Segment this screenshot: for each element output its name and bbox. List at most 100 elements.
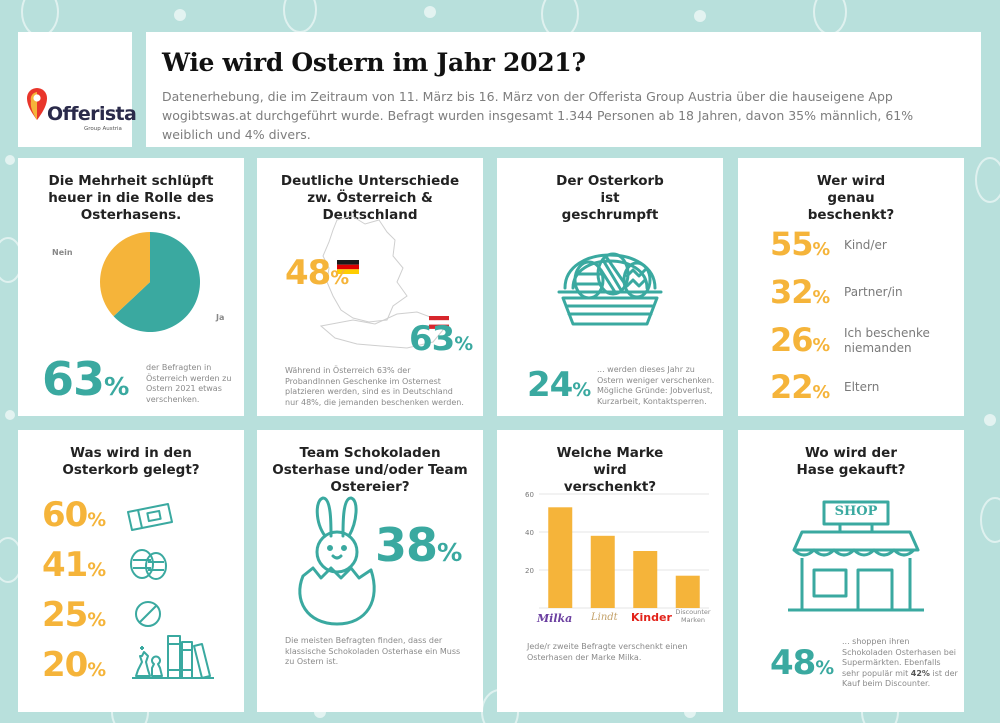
panel-where-bought: Wo wird der Hase gekauft? SHOP 48% ... s… — [738, 430, 964, 712]
bar-0 — [548, 507, 573, 608]
recipient-label-1: Partner/in — [844, 285, 903, 299]
unit: % — [812, 288, 831, 308]
note-text-start: ... shoppen ihren Schokoladen Osterhasen… — [842, 637, 956, 678]
panel-at-vs-de: Deutliche Unterschiede zw. Österreich & … — [257, 158, 483, 416]
austria-flag-icon — [429, 316, 449, 329]
pie-slice-ja — [113, 232, 200, 332]
value: 32 — [770, 273, 814, 311]
bunny-in-egg-icon — [298, 496, 376, 626]
unit: % — [812, 240, 831, 260]
value: 25 — [42, 595, 88, 635]
unit: % — [812, 383, 831, 403]
content-value-3: 20% — [42, 648, 106, 682]
panel-note: ... shoppen ihren Schokoladen Osterhasen… — [842, 637, 958, 690]
unit: % — [812, 336, 831, 356]
page-title: Wie wird Ostern im Jahr 2021? — [162, 48, 586, 77]
unit: % — [330, 268, 350, 289]
logo-name: Offerista — [47, 103, 137, 125]
recipient-value-1: 32% — [770, 276, 830, 308]
recipient-label-2: Ich beschenke niemanden — [844, 326, 930, 355]
easter-eggs-icon — [130, 549, 167, 580]
y-tick-label: 40 — [525, 529, 534, 537]
pie-label-no: Nein — [52, 248, 73, 257]
shop-sign-text: SHOP — [834, 504, 878, 519]
recipient-label-3: Eltern — [844, 380, 880, 394]
brand-logo-lindt: Lindt — [591, 612, 618, 623]
value: 63 — [409, 319, 455, 359]
germany-outline — [322, 215, 408, 323]
panel-note: ... werden dieses Jahr zu Ostern weniger… — [597, 365, 715, 406]
unit: % — [104, 372, 130, 401]
y-tick-label: 60 — [525, 491, 534, 499]
recipient-value-0: 55% — [770, 228, 830, 260]
map-de-at — [319, 215, 449, 349]
value: 60 — [42, 495, 88, 535]
panel-team-hase: Team Schokoladen Osterhase und/oder Team… — [257, 430, 483, 712]
pie-slice-nein — [100, 232, 150, 317]
brand-logo-milka: Milka — [537, 612, 573, 625]
unit: % — [87, 660, 107, 681]
team-hase-percentage: 38% — [375, 522, 462, 568]
recipient-value-2: 26% — [770, 324, 830, 356]
panel-note: Die meisten Befragten finden, dass der k… — [285, 636, 461, 666]
germany-flag-icon — [337, 260, 359, 274]
value: 48 — [770, 643, 816, 683]
logo-card: Offerista Group Austria — [18, 32, 137, 147]
value: 41 — [42, 545, 88, 585]
page-subtitle: Datenerhebung, die im Zeitraum von 11. M… — [162, 89, 914, 142]
games-books-icon — [132, 635, 214, 679]
unit: % — [87, 610, 107, 631]
brand-label-discounter: Discounter Marken — [675, 608, 711, 624]
unit: % — [815, 658, 835, 679]
panel-title: Wer wird genau beschenkt? — [807, 173, 895, 223]
offerista-logo — [27, 88, 47, 120]
brand-bar-chart: 20 40 60 — [525, 491, 709, 609]
pie-label-yes: Ja — [216, 313, 225, 322]
panel-note: Während in Österreich 63% der ProbandInn… — [285, 366, 464, 407]
brand-logo-kinder: Kinder — [631, 611, 672, 624]
panel-title: Deutliche Unterschiede zw. Österreich & … — [280, 173, 460, 223]
unit: % — [572, 380, 592, 401]
unit: % — [437, 538, 463, 567]
pie-chart — [100, 232, 200, 332]
supermarket-percentage: 48% — [770, 646, 834, 680]
panel-title: Die Mehrheit schlüpft heuer in die Rolle… — [48, 173, 214, 223]
panel-title: Was wird in den Osterkorb gelegt? — [62, 445, 200, 478]
panel-title: Team Schokoladen Osterhase und/oder Team… — [272, 445, 468, 495]
none-icon — [135, 601, 161, 627]
panel-note: der Befragten in Österreich werden zu Os… — [146, 363, 232, 404]
recipient-value-3: 22% — [770, 371, 830, 403]
note-highlight: 42% — [910, 668, 930, 678]
value: 24 — [527, 365, 573, 405]
header-card: Wie wird Ostern im Jahr 2021? Datenerheb… — [146, 32, 981, 147]
note-text-end: ist der Kauf beim Discounter. — [842, 668, 958, 689]
value: 48 — [285, 253, 331, 293]
bar-2 — [633, 551, 658, 608]
panel-basket-contents: Was wird in den Osterkorb gelegt? 60% 41… — [18, 430, 244, 712]
value: 38 — [375, 518, 438, 572]
recipient-label-0: Kind/er — [844, 238, 887, 252]
unit: % — [454, 334, 474, 355]
easter-basket-icon — [557, 252, 663, 326]
map-pin-icon — [27, 88, 47, 120]
panel-title: Wo wird der Hase gekauft? — [796, 445, 906, 478]
unit: % — [87, 510, 107, 531]
unit: % — [87, 560, 107, 581]
basket-percentage: 24% — [527, 368, 591, 402]
bar-3 — [675, 575, 700, 608]
voucher-icon — [127, 503, 173, 531]
y-tick-label: 20 — [525, 567, 534, 575]
value: 22 — [770, 368, 814, 406]
austria-percentage: 63% — [409, 322, 473, 356]
value: 63 — [42, 352, 105, 406]
panel-basket-shrunk: Der Osterkorb ist geschrumpft 24% ... we… — [497, 158, 723, 416]
panel-brands: Welche Marke wird verschenkt? 20 40 60 Mil… — [497, 430, 723, 712]
content-value-2: 25% — [42, 598, 106, 632]
panel-gift-majority: Die Mehrheit schlüpft heuer in die Rolle… — [18, 158, 244, 416]
bar-1 — [590, 535, 615, 608]
gift-percentage: 63% — [42, 356, 129, 402]
panel-note: Jede/r zweite Befragte verschenkt einen … — [527, 642, 688, 662]
panel-title: Welche Marke wird verschenkt? — [556, 445, 664, 495]
shop-icon — [788, 500, 924, 612]
content-value-1: 41% — [42, 548, 106, 582]
